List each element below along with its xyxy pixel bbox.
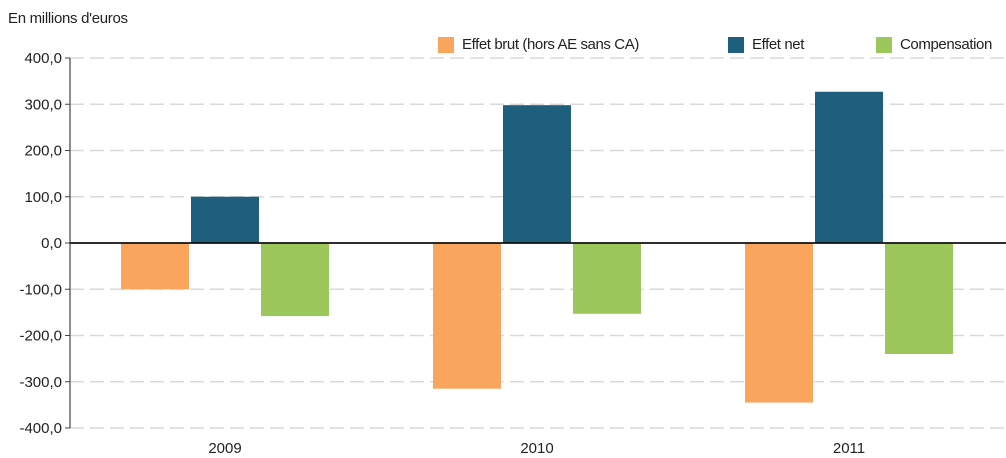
y-tick-label: -300,0 — [19, 374, 62, 391]
y-tick-label: 0,0 — [41, 235, 62, 252]
legend-label-effet-net: Effet net — [752, 36, 804, 53]
bar — [885, 243, 953, 354]
y-tick-label: 400,0 — [24, 50, 62, 67]
y-tick-label: -400,0 — [19, 420, 62, 437]
y-tick-label: 300,0 — [24, 96, 62, 113]
bar — [191, 196, 259, 243]
bar — [815, 91, 883, 243]
unit-label: En millions d'euros — [8, 10, 128, 27]
bar — [433, 243, 501, 389]
bar — [121, 243, 189, 290]
legend-swatch-effet-brut — [438, 36, 454, 53]
x-tick-label: 2011 — [833, 440, 865, 457]
y-tick-label: -100,0 — [19, 281, 62, 298]
legend-label-compensation: Compensation — [900, 36, 992, 53]
legend-swatch-effet-net — [728, 36, 744, 53]
x-tick-label: 2009 — [208, 440, 241, 457]
bar — [745, 243, 813, 403]
x-tick-label: 2010 — [520, 440, 553, 457]
y-tick-label: 100,0 — [24, 189, 62, 206]
y-tick-label: 200,0 — [24, 143, 62, 160]
legend-item-effet-net: Effet net — [728, 36, 804, 53]
bar — [261, 243, 329, 317]
legend-swatch-compensation — [876, 36, 892, 53]
legend-item-effet-brut: Effet brut (hors AE sans CA) — [438, 36, 639, 53]
bar — [573, 243, 641, 314]
legend-item-compensation: Compensation — [876, 36, 992, 53]
y-tick-label: -200,0 — [19, 328, 62, 345]
bar — [503, 105, 571, 243]
legend-label-effet-brut: Effet brut (hors AE sans CA) — [462, 36, 639, 53]
